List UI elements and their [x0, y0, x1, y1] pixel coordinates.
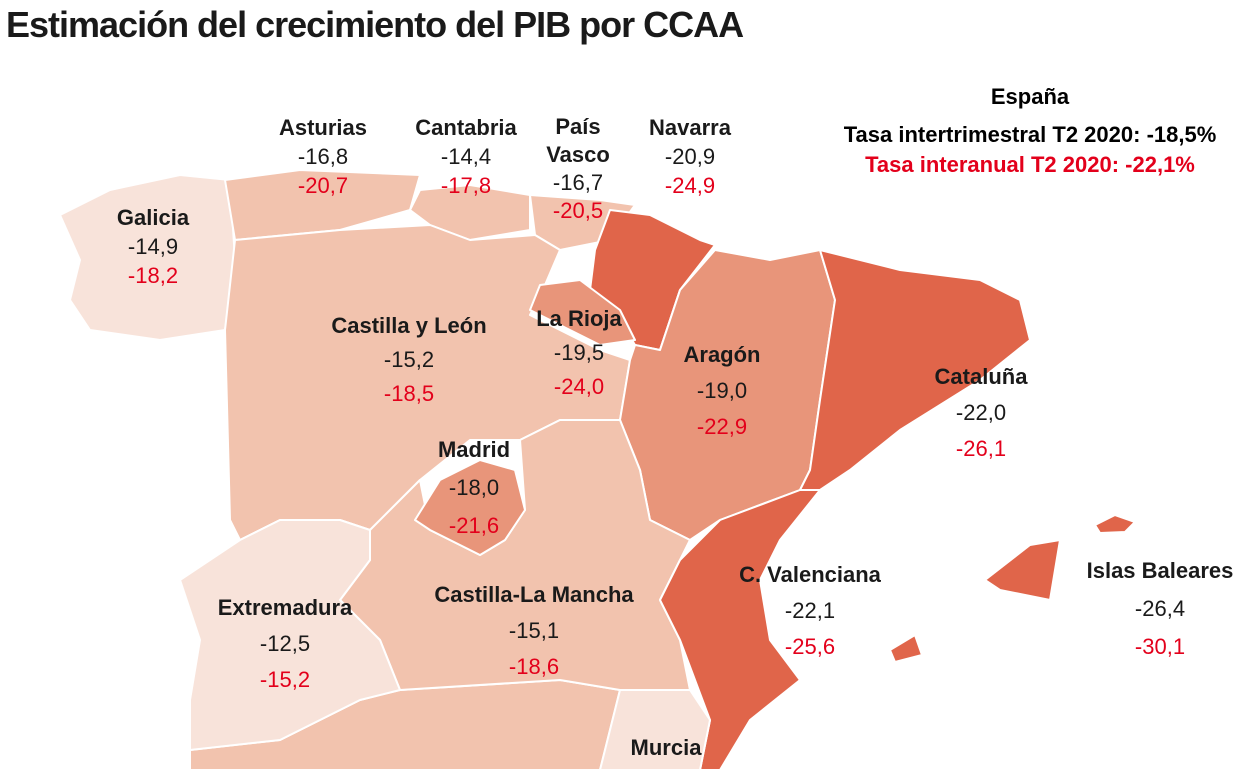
label-galicia: Galicia -14,9 -18,2	[116, 205, 190, 288]
region-la-rioja	[529, 279, 636, 346]
region-madrid	[414, 459, 526, 556]
label-murcia: Murcia	[630, 735, 702, 760]
region-mallorca	[984, 539, 1061, 601]
label-navarra: Navarra -20,9 -24,9	[649, 115, 731, 198]
label-madrid: Madrid -18,0 -21,6	[437, 437, 511, 538]
label-baleares: Islas Baleares -26,4 -30,1	[1086, 558, 1234, 659]
region-extremadura	[179, 519, 401, 751]
spain-intertrimestral: Tasa intertrimestral T2 2020: -18,5%	[843, 122, 1217, 147]
label-cantabria: Cantabria -14,4 -17,8	[415, 115, 517, 198]
spain-title: España	[990, 84, 1070, 109]
label-la-rioja: La Rioja -19,5 -24,0	[536, 306, 622, 399]
label-castilla-la-mancha: Castilla-La Mancha -15,1 -18,6	[434, 582, 634, 679]
label-cataluna: Cataluña -22,0 -26,1	[934, 364, 1028, 461]
region-cataluna	[799, 249, 1031, 491]
spain-summary: España Tasa intertrimestral T2 2020: -18…	[844, 82, 1217, 180]
label-pais-vasco: País Vasco -16,7 -20,5	[546, 114, 610, 223]
region-menorca	[1094, 514, 1136, 534]
spain-interanual: Tasa interanual T2 2020: -22,1%	[865, 152, 1195, 177]
page-title: Estimación del crecimiento del PIB por C…	[6, 4, 744, 45]
label-extremadura: Extremadura -12,5 -15,2	[217, 595, 353, 692]
region-ibiza	[889, 634, 923, 663]
region-murcia	[599, 689, 711, 770]
label-aragon: Aragón -19,0 -22,9	[683, 342, 761, 439]
label-asturias: Asturias -16,8 -20,7	[278, 115, 368, 198]
region-valencia	[659, 489, 821, 770]
label-castilla-leon: Castilla y León -15,2 -18,5	[331, 313, 487, 406]
label-valencia: C. Valenciana -22,1 -25,6	[739, 562, 881, 659]
